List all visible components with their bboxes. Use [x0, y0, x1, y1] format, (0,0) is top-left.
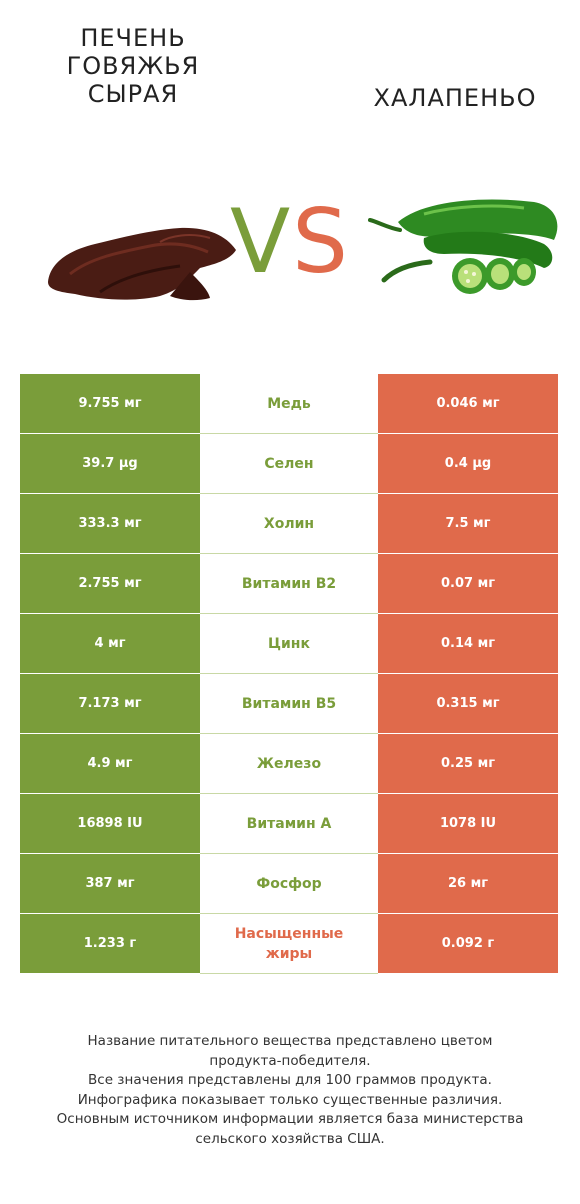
left-value: 39.7 µg [20, 434, 200, 494]
nutrient-name: Витамин B5 [200, 674, 378, 734]
right-value: 7.5 мг [378, 494, 558, 554]
footer-line: сельского хозяйства США. [195, 1130, 385, 1147]
table-row: 333.3 мг Холин 7.5 мг [20, 494, 558, 554]
left-value: 4.9 мг [20, 734, 200, 794]
vs-label: VS [222, 192, 358, 292]
jalapeno-image [368, 199, 558, 294]
table-row: 39.7 µg Селен 0.4 µg [20, 434, 558, 494]
left-product-title: ПЕЧЕНЬ ГОВЯЖЬЯ СЫРАЯ [66, 24, 200, 108]
left-value: 4 мг [20, 614, 200, 674]
right-value: 0.046 мг [378, 374, 558, 434]
right-value: 0.25 мг [378, 734, 558, 794]
beef-liver-image [48, 227, 236, 301]
footer-line: продукта-победителя. [209, 1052, 371, 1069]
left-value: 333.3 мг [20, 494, 200, 554]
nutrient-name: Железо [200, 734, 378, 794]
comparison-table: 9.755 мг Медь 0.046 мг 39.7 µg Селен 0.4 µg 33… [20, 374, 558, 974]
vs-s: S [292, 190, 351, 293]
right-value: 0.07 мг [378, 554, 558, 614]
nutrient-name: Цинк [200, 614, 378, 674]
nutrient-name: Холин [200, 494, 378, 554]
right-product-title: ХАЛАПЕНЬО [373, 84, 537, 112]
nutrient-name: Витамин B2 [200, 554, 378, 614]
footer-line: Инфографика показывает только существенн… [77, 1091, 503, 1108]
table-row: 9.755 мг Медь 0.046 мг [20, 374, 558, 434]
left-value: 387 мг [20, 854, 200, 914]
footer-line: Название питательного вещества представл… [87, 1033, 493, 1049]
nutrient-name: Насыщенные жиры [200, 914, 378, 974]
right-value: 0.092 г [378, 914, 558, 974]
left-value: 9.755 мг [20, 374, 200, 434]
right-value: 0.14 мг [378, 614, 558, 674]
left-value: 2.755 мг [20, 554, 200, 614]
left-value: 1.233 г [20, 914, 200, 974]
nutrient-name: Медь [200, 374, 378, 434]
footer-line: Основным источником информации является … [56, 1111, 524, 1127]
footer-note: Название питательного вещества представл… [20, 1032, 560, 1149]
footer-line: Все значения представлены для 100 граммо… [88, 1072, 492, 1088]
nutrient-name: Витамин A [200, 794, 378, 854]
table-row: 4.9 мг Железо 0.25 мг [20, 734, 558, 794]
table-row: 2.755 мг Витамин B2 0.07 мг [20, 554, 558, 614]
table-row: 4 мг Цинк 0.14 мг [20, 614, 558, 674]
right-value: 26 мг [378, 854, 558, 914]
right-value: 0.4 µg [378, 434, 558, 494]
right-value: 0.315 мг [378, 674, 558, 734]
right-value: 1078 IU [378, 794, 558, 854]
table-row: 1.233 г Насыщенные жиры 0.092 г [20, 914, 558, 974]
vs-v: V [229, 190, 293, 293]
left-value: 7.173 мг [20, 674, 200, 734]
left-value: 16898 IU [20, 794, 200, 854]
table-row: 7.173 мг Витамин B5 0.315 мг [20, 674, 558, 734]
nutrient-name: Селен [200, 434, 378, 494]
nutrient-name: Фосфор [200, 854, 378, 914]
table-row: 16898 IU Витамин A 1078 IU [20, 794, 558, 854]
table-row: 387 мг Фосфор 26 мг [20, 854, 558, 914]
